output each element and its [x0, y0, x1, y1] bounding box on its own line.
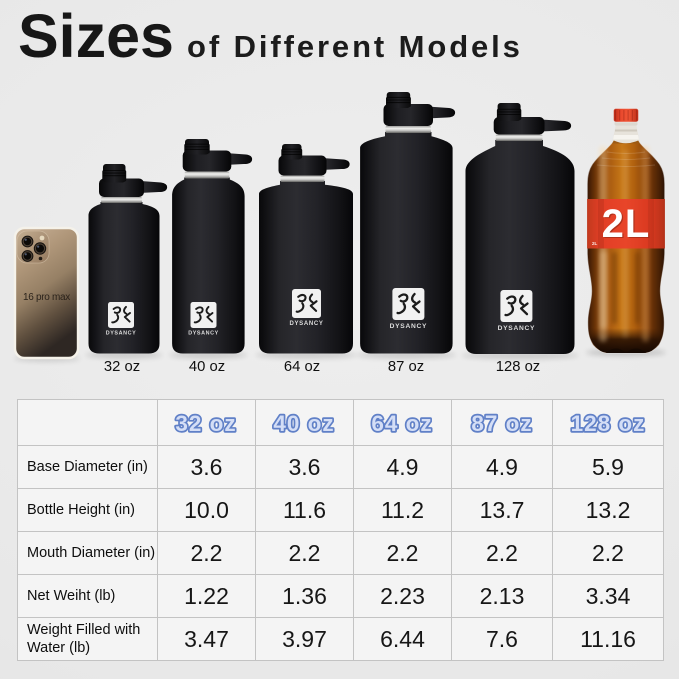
svg-text:40 oz: 40 oz [273, 411, 334, 436]
svg-text:DYSANCY: DYSANCY [498, 325, 536, 332]
svg-text:64 oz: 64 oz [371, 411, 432, 436]
svg-text:2L: 2L [592, 241, 598, 246]
svg-text:32 oz: 32 oz [175, 411, 236, 436]
svg-text:DYSANCY: DYSANCY [289, 321, 323, 327]
svg-text:2L: 2L [603, 203, 652, 247]
svg-text:DYSANCY: DYSANCY [390, 323, 428, 330]
svg-text:16 pro max: 16 pro max [23, 292, 70, 303]
svg-text:128 oz: 128 oz [570, 411, 645, 436]
svg-text:DYSANCY: DYSANCY [188, 331, 219, 337]
svg-text:2L: 2L [602, 202, 651, 246]
svg-text:DYSANCY: DYSANCY [106, 331, 137, 337]
svg-text:87 oz: 87 oz [471, 411, 532, 436]
